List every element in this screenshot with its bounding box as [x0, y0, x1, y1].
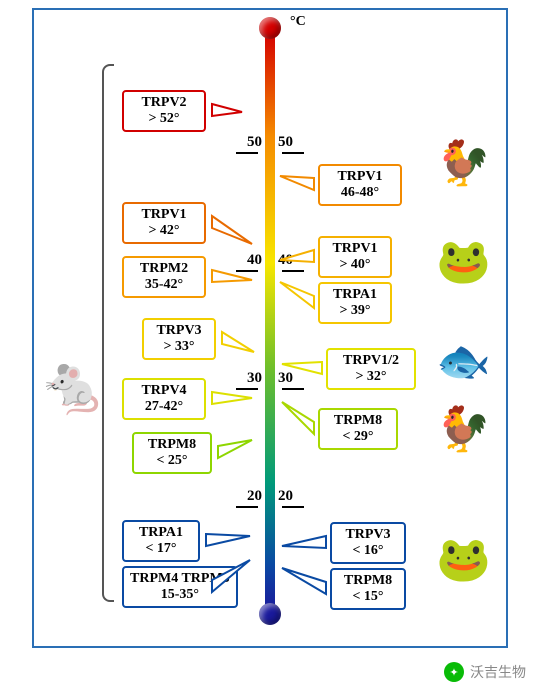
- watermark: ✦ 沃吉生物: [444, 662, 526, 682]
- channel-name: TRPA1: [326, 287, 384, 303]
- channel-range: < 16°: [338, 543, 398, 559]
- channel-range: > 40°: [326, 257, 384, 273]
- pointer-trpv1l: [210, 214, 254, 252]
- tick-label-50-r: 50: [278, 134, 293, 151]
- pointer-trpv2: [210, 102, 244, 120]
- tick-50-l: [236, 152, 258, 154]
- animal-icon-trpm8c: 🐓: [436, 408, 491, 452]
- channel-range: 35-42°: [130, 277, 198, 293]
- tick-label-20-r: 20: [278, 488, 293, 505]
- channel-name: TRPV3: [150, 323, 208, 339]
- channel-box-trpv2: TRPV2> 52°: [122, 90, 206, 132]
- channel-name: TRPV1: [326, 169, 394, 185]
- channel-box-trpm8c: TRPM8< 29°: [318, 408, 398, 450]
- pointer-trpm45: [210, 552, 252, 594]
- animal-icon-trpv1c: 🐓: [436, 142, 491, 186]
- channel-range: > 33°: [150, 339, 208, 355]
- channel-box-trpm2: TRPM235-42°: [122, 256, 206, 298]
- channel-range: < 15°: [338, 589, 398, 605]
- channel-range: 27-42°: [130, 399, 198, 415]
- unit-label: °C: [290, 14, 306, 30]
- channel-range: > 52°: [130, 111, 198, 127]
- thermometer-bulb-bottom: [259, 603, 281, 625]
- channel-range: > 42°: [130, 223, 198, 239]
- mouse-icon: 🐁: [38, 358, 108, 414]
- pointer-trpm2: [210, 268, 254, 288]
- channel-box-trpv12: TRPV1/2> 32°: [326, 348, 416, 390]
- pointer-trpv12: [280, 356, 324, 376]
- channel-box-trpv4: TRPV427-42°: [122, 378, 206, 420]
- wechat-icon: ✦: [444, 662, 464, 682]
- pointer-trpm8c: [280, 394, 316, 436]
- thermometer-bulb-top: [259, 17, 281, 39]
- tick-20-l: [236, 506, 258, 508]
- channel-name: TRPM8: [140, 437, 204, 453]
- channel-range: > 39°: [326, 303, 384, 319]
- mouse-bracket: [102, 64, 114, 602]
- channel-box-trpm8l: TRPM8< 25°: [132, 432, 212, 474]
- channel-name: TRPV1: [326, 241, 384, 257]
- channel-box-trpv3l: TRPV3> 33°: [142, 318, 216, 360]
- channel-range: 46-48°: [326, 185, 394, 201]
- channel-box-trpm8r: TRPM8< 15°: [330, 568, 406, 610]
- watermark-text: 沃吉生物: [470, 662, 526, 682]
- channel-box-trpv1f: TRPV1> 40°: [318, 236, 392, 278]
- animal-icon-trpv1f: 🐸: [436, 240, 491, 284]
- channel-box-trpa1r: TRPA1> 39°: [318, 282, 392, 324]
- pointer-trpa1r: [278, 274, 316, 310]
- channel-box-trpa1l: TRPA1< 17°: [122, 520, 200, 562]
- pointer-trpv1c: [278, 168, 316, 192]
- animal-icon-trpv3r: 🐸: [436, 538, 491, 582]
- channel-name: TRPA1: [130, 525, 192, 541]
- channel-box-trpv1c: TRPV146-48°: [318, 164, 402, 206]
- channel-range: < 25°: [140, 453, 204, 469]
- channel-range: > 32°: [334, 369, 408, 385]
- tick-label-40-l: 40: [247, 252, 262, 269]
- channel-name: TRPV3: [338, 527, 398, 543]
- pointer-trpm8l: [216, 432, 254, 460]
- pointer-trpv4: [210, 390, 254, 406]
- channel-range: < 29°: [326, 429, 390, 445]
- channel-range: < 17°: [130, 541, 192, 557]
- tick-20-r: [282, 506, 304, 508]
- channel-name: TRPV1/2: [334, 353, 408, 369]
- tick-40-r: [282, 270, 304, 272]
- animal-icon-trpv12: 🐟: [436, 340, 491, 384]
- tick-label-20-l: 20: [247, 488, 262, 505]
- pointer-trpv1f: [278, 248, 316, 268]
- tick-label-30-l: 30: [247, 370, 262, 387]
- channel-name: TRPV4: [130, 383, 198, 399]
- channel-box-trpv3r: TRPV3< 16°: [330, 522, 406, 564]
- tick-label-50-l: 50: [247, 134, 262, 151]
- thermometer-stem: [265, 32, 275, 610]
- channel-name: TRPV2: [130, 95, 198, 111]
- tick-50-r: [282, 152, 304, 154]
- pointer-trpa1l: [204, 528, 252, 548]
- pointer-trpv3l: [220, 330, 256, 360]
- tick-30-r: [282, 388, 304, 390]
- channel-name: TRPM8: [326, 413, 390, 429]
- pointer-trpm8r: [280, 560, 328, 596]
- channel-name: TRPM8: [338, 573, 398, 589]
- channel-name: TRPM2: [130, 261, 198, 277]
- channel-name: TRPV1: [130, 207, 198, 223]
- channel-box-trpv1l: TRPV1> 42°: [122, 202, 206, 244]
- pointer-trpv3r: [280, 534, 328, 554]
